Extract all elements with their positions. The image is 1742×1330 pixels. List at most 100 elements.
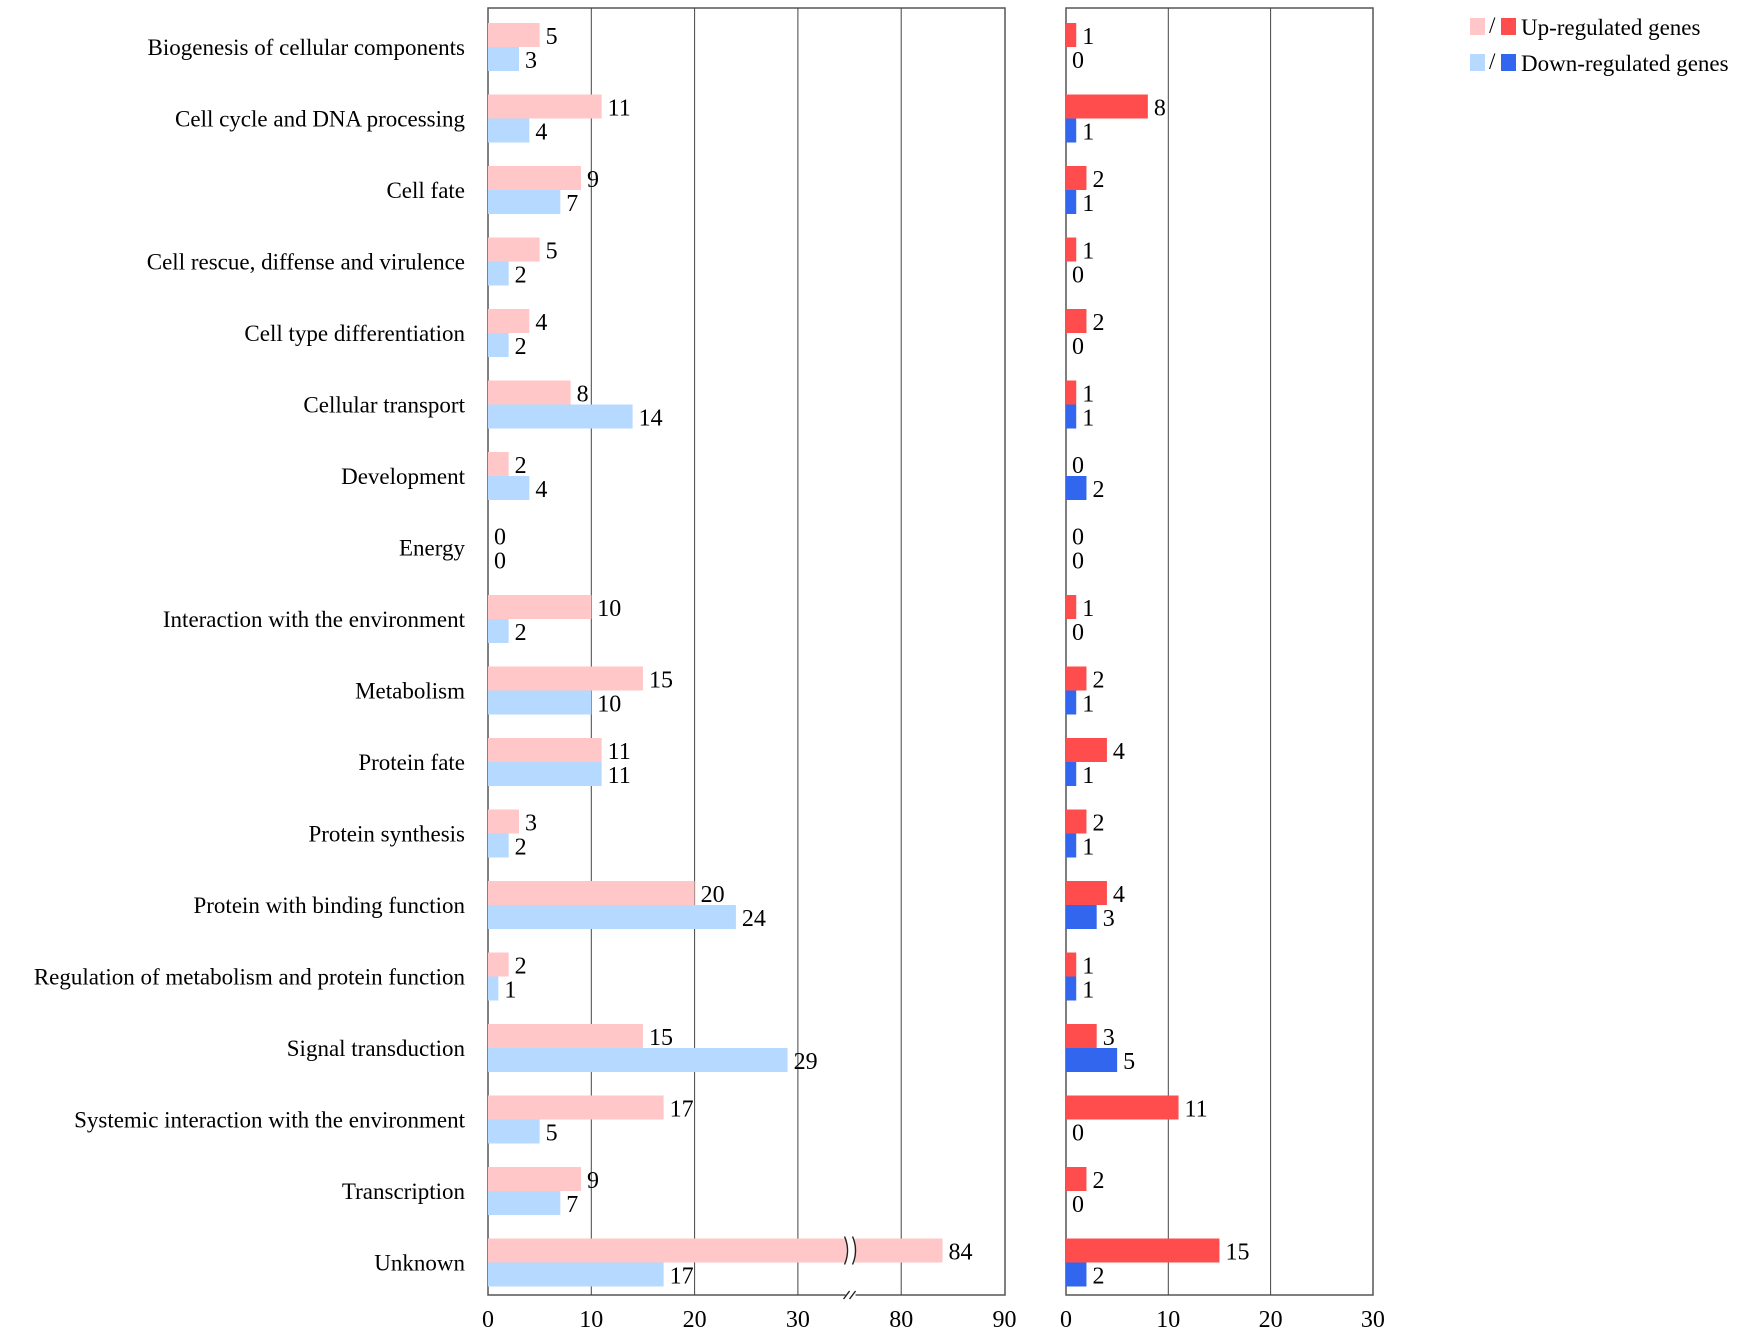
- category-label-protein-fate: Protein fate: [358, 750, 465, 775]
- left-value-label: 15: [649, 668, 673, 694]
- left-bar-up-regulated-genes-cell-fate: [488, 166, 581, 190]
- right-value-label: 15: [1225, 1240, 1249, 1266]
- right-x-tick-label: 0: [1060, 1307, 1072, 1330]
- right-value-label: 4: [1113, 882, 1125, 908]
- right-value-label: 8: [1154, 96, 1166, 122]
- left-value-label: 7: [566, 191, 578, 217]
- right-bar-down-regulated-genes-unknown: [1066, 1262, 1087, 1287]
- right-bar-up-regulated-genes-unknown: [1066, 1238, 1220, 1263]
- category-label-interaction-with-the-environment: Interaction with the environment: [163, 607, 466, 632]
- right-value-label: 1: [1082, 406, 1094, 432]
- right-bar-up-regulated-genes-cellular-transport: [1066, 380, 1077, 405]
- left-value-label: 5: [546, 1121, 558, 1147]
- right-bar-down-regulated-genes-protein-fate: [1066, 762, 1077, 786]
- right-value-label: 11: [1185, 1097, 1208, 1123]
- left-bar-up-regulated-genes-cell-cycle-and-dna-processing: [488, 94, 602, 119]
- category-label-cell-cycle-and-dna-processing: Cell cycle and DNA processing: [175, 107, 465, 132]
- axis-break-mark: [848, 1290, 857, 1300]
- left-bar-up-regulated-genes-cell-rescue-diffense-and-virulence: [488, 237, 540, 262]
- left-bar-down-regulated-genes-cell-cycle-and-dna-processing: [488, 118, 530, 143]
- bar-break-gap: [846, 1236, 855, 1265]
- legend-label-up-regulated-genes: Up-regulated genes: [1521, 15, 1701, 40]
- category-label-regulation-of-metabolism-and-protein-function: Regulation of metabolism and protein fun…: [34, 965, 466, 990]
- left-bar-up-regulated-genes-unknown: [488, 1238, 943, 1263]
- axis-break-gap: [845, 1289, 856, 1301]
- left-bar-down-regulated-genes-cellular-transport: [488, 404, 633, 429]
- right-value-label: 2: [1092, 310, 1104, 336]
- right-value-label: 0: [1072, 549, 1084, 575]
- right-value-label: 1: [1082, 596, 1094, 622]
- left-value-label: 7: [566, 1192, 578, 1218]
- right-value-label: 1: [1082, 692, 1094, 718]
- category-label-cell-type-differentiation: Cell type differentiation: [244, 321, 465, 346]
- left-value-label: 2: [515, 620, 527, 646]
- category-label-biogenesis-of-cellular-components: Biogenesis of cellular components: [148, 35, 466, 60]
- right-value-label: 1: [1082, 835, 1094, 861]
- left-value-label: 3: [525, 811, 537, 837]
- right-value-label: 3: [1103, 906, 1115, 932]
- right-bar-down-regulated-genes-signal-transduction: [1066, 1048, 1118, 1072]
- category-label-transcription: Transcription: [342, 1179, 466, 1204]
- right-value-label: 1: [1082, 120, 1094, 146]
- legend-swatch-dark-up-regulated-genes: [1501, 18, 1516, 35]
- right-value-label: 2: [1092, 477, 1104, 503]
- right-value-label: 2: [1092, 1168, 1104, 1194]
- legend-label-down-regulated-genes: Down-regulated genes: [1521, 51, 1729, 76]
- left-value-label: 11: [608, 96, 631, 122]
- right-bar-down-regulated-genes-cell-cycle-and-dna-processing: [1066, 118, 1077, 143]
- right-panel-frame: [1065, 7, 1374, 1296]
- right-value-label: 0: [1072, 263, 1084, 289]
- category-label-systemic-interaction-with-the-environment: Systemic interaction with the environmen…: [74, 1108, 466, 1133]
- left-bar-up-regulated-genes-development: [488, 452, 509, 476]
- left-bar-down-regulated-genes-development: [488, 476, 530, 500]
- category-label-unknown: Unknown: [374, 1251, 465, 1276]
- left-bar-down-regulated-genes-systemic-interaction-with-the-environment: [488, 1119, 540, 1144]
- left-value-label: 14: [639, 406, 663, 432]
- left-x-tick-label: 80: [889, 1307, 913, 1330]
- right-bar-up-regulated-genes-protein-with-binding-function: [1066, 881, 1107, 905]
- right-bar-down-regulated-genes-metabolism: [1066, 690, 1077, 715]
- right-bar-up-regulated-genes-protein-fate: [1066, 738, 1107, 762]
- right-bar-up-regulated-genes-cell-rescue-diffense-and-virulence: [1066, 237, 1077, 262]
- right-value-label: 5: [1123, 1049, 1135, 1075]
- left-value-label: 5: [546, 24, 558, 50]
- left-bar-up-regulated-genes-cellular-transport: [488, 380, 571, 405]
- right-value-label: 4: [1113, 739, 1125, 765]
- right-value-label: 1: [1082, 382, 1094, 408]
- category-label-energy: Energy: [399, 536, 466, 561]
- left-bar-up-regulated-genes-signal-transduction: [488, 1024, 643, 1048]
- left-x-tick-label: 30: [786, 1307, 810, 1330]
- right-value-label: 0: [1072, 1121, 1084, 1147]
- left-value-label: 2: [515, 954, 527, 980]
- left-bar-down-regulated-genes-interaction-with-the-environment: [488, 619, 509, 643]
- legend-separator: /: [1489, 49, 1496, 74]
- left-value-label: 17: [670, 1264, 694, 1290]
- right-value-label: 0: [1072, 620, 1084, 646]
- left-bar-down-regulated-genes-protein-with-binding-function: [488, 905, 736, 929]
- left-bar-up-regulated-genes-biogenesis-of-cellular-components: [488, 23, 540, 47]
- category-label-protein-synthesis: Protein synthesis: [308, 822, 465, 847]
- category-label-protein-with-binding-function: Protein with binding function: [193, 893, 465, 918]
- right-bar-up-regulated-genes-interaction-with-the-environment: [1066, 595, 1077, 619]
- left-bar-down-regulated-genes-transcription: [488, 1191, 561, 1215]
- left-value-label: 10: [597, 596, 621, 622]
- left-value-label: 15: [649, 1025, 673, 1051]
- category-label-cell-fate: Cell fate: [386, 178, 465, 203]
- legend-swatch-light-down-regulated-genes: [1470, 54, 1485, 71]
- right-x-tick-label: 20: [1259, 1307, 1283, 1330]
- right-value-label: 0: [1072, 334, 1084, 360]
- left-x-tick-label: 0: [482, 1307, 494, 1330]
- left-value-label: 10: [597, 692, 621, 718]
- left-bar-up-regulated-genes-transcription: [488, 1167, 581, 1191]
- left-value-label: 11: [608, 739, 631, 765]
- left-value-label: 84: [949, 1240, 973, 1266]
- right-bar-up-regulated-genes-transcription: [1066, 1167, 1087, 1191]
- left-bar-up-regulated-genes-interaction-with-the-environment: [488, 595, 592, 619]
- left-bar-down-regulated-genes-cell-type-differentiation: [488, 333, 509, 357]
- left-bar-down-regulated-genes-signal-transduction: [488, 1048, 788, 1072]
- category-labels: Biogenesis of cellular components Cell cy…: [34, 35, 466, 1276]
- left-value-label: 9: [587, 1168, 599, 1194]
- right-value-label: 3: [1103, 1025, 1115, 1051]
